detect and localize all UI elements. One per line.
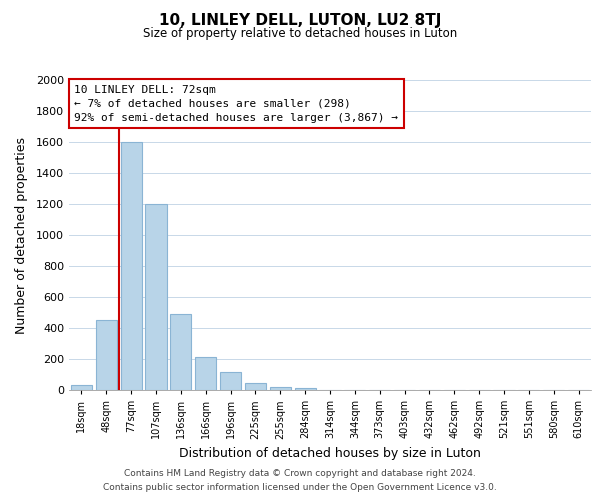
Text: Contains public sector information licensed under the Open Government Licence v3: Contains public sector information licen…	[103, 484, 497, 492]
Bar	[121, 142, 142, 390]
Text: 10, LINLEY DELL, LUTON, LU2 8TJ: 10, LINLEY DELL, LUTON, LU2 8TJ	[159, 12, 441, 28]
Text: Size of property relative to detached houses in Luton: Size of property relative to detached ho…	[143, 28, 457, 40]
Y-axis label: Number of detached properties: Number of detached properties	[14, 136, 28, 334]
Bar	[295, 388, 316, 390]
Bar	[96, 320, 117, 390]
Bar	[220, 372, 241, 390]
Text: 10 LINLEY DELL: 72sqm
← 7% of detached houses are smaller (298)
92% of semi-deta: 10 LINLEY DELL: 72sqm ← 7% of detached h…	[74, 84, 398, 122]
Bar	[170, 314, 191, 390]
X-axis label: Distribution of detached houses by size in Luton: Distribution of detached houses by size …	[179, 447, 481, 460]
Bar	[195, 358, 216, 390]
Bar	[270, 387, 291, 390]
Bar	[245, 383, 266, 390]
Text: Contains HM Land Registry data © Crown copyright and database right 2024.: Contains HM Land Registry data © Crown c…	[124, 468, 476, 477]
Bar	[145, 204, 167, 390]
Bar	[71, 386, 92, 390]
